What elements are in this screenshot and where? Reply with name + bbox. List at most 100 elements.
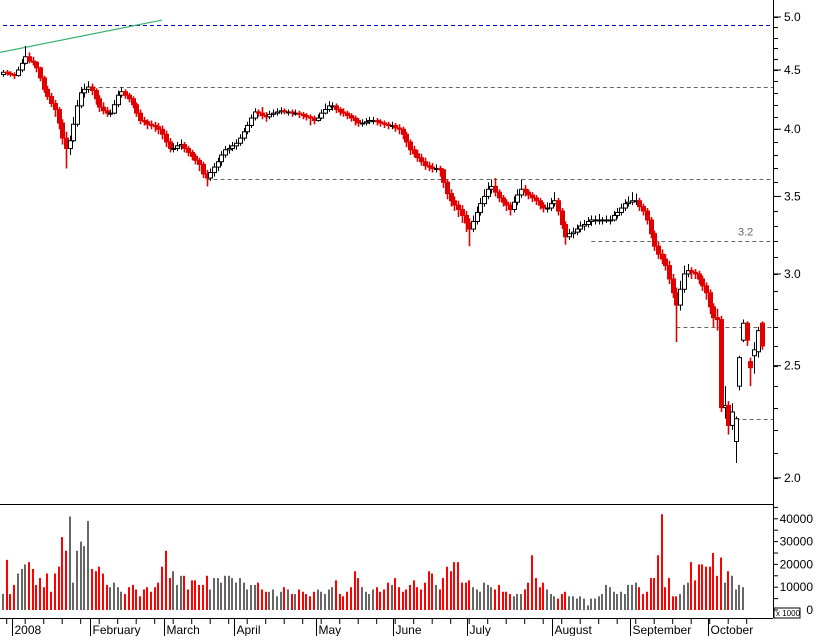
candle-body: [386, 123, 391, 126]
candle-body: [497, 191, 502, 199]
volume-bar: [154, 587, 156, 610]
trendline-layer: [0, 19, 163, 54]
volume-bar: [650, 578, 652, 610]
candle-body: [31, 60, 36, 63]
candle-body: [319, 112, 324, 119]
candle-body: [64, 137, 69, 149]
volume-bar: [150, 591, 152, 610]
candle: [164, 130, 169, 148]
candle-body: [419, 157, 424, 163]
y-tick-label: 3.5: [784, 189, 801, 203]
x-tick-label: October: [711, 623, 754, 636]
volume-bar: [213, 578, 215, 610]
candle: [290, 109, 295, 117]
volume-bar: [113, 582, 115, 610]
candle-body: [245, 124, 250, 133]
candle-body: [445, 181, 450, 195]
candle: [301, 111, 306, 120]
candle-body: [608, 219, 613, 222]
volume-bar: [439, 589, 441, 610]
candle-body: [623, 203, 628, 209]
candle-body: [619, 207, 624, 213]
candle: [719, 315, 724, 412]
candle: [626, 196, 631, 207]
candle-body: [353, 117, 358, 122]
candle-body: [153, 124, 158, 128]
volume-bar: [568, 596, 570, 610]
volume-bar: [287, 589, 289, 610]
volume-bar: [668, 578, 670, 610]
candle-body: [534, 197, 539, 202]
y-tick-label: 3.0: [784, 267, 801, 281]
candle: [201, 161, 206, 179]
candle-body: [423, 161, 428, 167]
volume-bar: [202, 584, 204, 610]
candle-body: [79, 92, 84, 107]
candle-body: [571, 231, 576, 235]
candle-body: [452, 200, 457, 206]
volume-bar: [361, 587, 363, 610]
candle: [127, 92, 132, 103]
candle-body: [689, 270, 694, 273]
volume-bar: [735, 589, 737, 610]
candle: [312, 115, 317, 125]
volume-bar: [590, 598, 592, 610]
volume-bar: [65, 550, 67, 610]
candle-body: [589, 219, 594, 222]
candle: [160, 125, 165, 140]
candle: [27, 52, 32, 64]
candle-body: [238, 137, 243, 144]
candle-body: [552, 200, 557, 205]
candle-body: [478, 203, 483, 213]
candle: [227, 144, 232, 154]
volume-bar: [416, 587, 418, 610]
candle: [464, 210, 469, 233]
candle-body: [486, 188, 491, 197]
candle: [182, 141, 187, 153]
volume-bar: [631, 584, 633, 610]
volume-bar: [472, 587, 474, 610]
volume-bar: [317, 589, 319, 610]
candle: [90, 83, 95, 96]
candle: [567, 229, 572, 240]
candle: [412, 145, 417, 158]
candle: [730, 403, 735, 430]
candle-body: [393, 124, 398, 129]
candle-body: [504, 201, 509, 206]
candle-body: [57, 109, 62, 124]
candle-body: [71, 123, 76, 142]
volume-bar: [194, 580, 196, 610]
candle-body: [708, 292, 713, 308]
volume-bar: [487, 584, 489, 610]
candle: [423, 157, 428, 170]
volume-bar: [705, 566, 707, 610]
x-tick-label: September: [633, 623, 692, 636]
volume-bar: [483, 582, 485, 610]
candle: [756, 326, 761, 358]
volume-bar: [13, 584, 15, 610]
candle: [16, 66, 21, 77]
candle: [530, 192, 535, 203]
candle-body: [82, 88, 87, 94]
candle-body: [142, 120, 147, 123]
volume-bar: [502, 591, 504, 610]
candle-body: [456, 204, 461, 211]
volume-bar: [509, 594, 511, 610]
volume-bar: [95, 571, 97, 610]
candle: [286, 109, 291, 116]
candle: [608, 215, 613, 225]
candle: [134, 102, 139, 117]
volume-bar: [146, 587, 148, 610]
volume-bar: [657, 555, 659, 610]
candle-body: [693, 271, 698, 275]
level-label: 3.2: [738, 227, 753, 239]
volume-bar: [642, 594, 644, 610]
volume-bar: [498, 584, 500, 610]
candle-body: [482, 195, 487, 205]
volume-tick-label: 30000: [780, 535, 814, 549]
candle-body: [752, 349, 757, 357]
candle-body: [578, 225, 583, 230]
volume-bar: [28, 562, 30, 610]
volume-bar: [564, 591, 566, 610]
